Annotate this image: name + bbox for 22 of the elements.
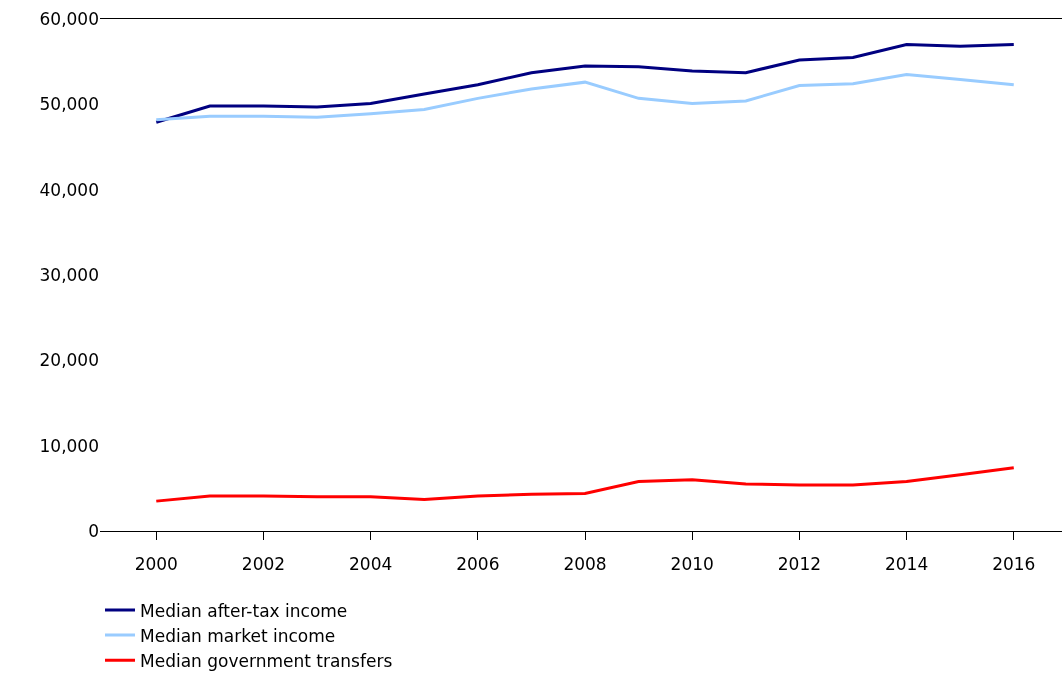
y-tick-label: 60,000	[39, 8, 99, 29]
line-series	[154, 72, 1016, 122]
x-tick-label: 2000	[134, 554, 178, 575]
x-tick-label: 2004	[349, 554, 393, 575]
x-tick-label: 2002	[241, 554, 286, 575]
x-tick-label: 2010	[670, 554, 714, 575]
y-tick-label: 0	[88, 520, 99, 541]
legend-label: Median after-tax income	[140, 600, 348, 621]
line-series	[154, 466, 1016, 503]
x-tick-label: 2006	[456, 554, 500, 575]
legend-label: Median government transfers	[140, 650, 393, 671]
y-tick-label: 30,000	[39, 264, 99, 285]
x-tick-label: 2008	[563, 554, 607, 575]
legend-label: Median market income	[140, 625, 336, 646]
x-tick-label: 2012	[777, 554, 822, 575]
y-tick-label: 20,000	[39, 350, 99, 371]
y-tick-label: 40,000	[39, 179, 99, 200]
y-tick-label: 10,000	[39, 435, 99, 456]
y-tick-label: 50,000	[39, 94, 99, 115]
x-tick-label: 2016	[992, 554, 1036, 575]
line-series	[154, 43, 1016, 124]
x-tick-label: 2014	[884, 554, 929, 575]
